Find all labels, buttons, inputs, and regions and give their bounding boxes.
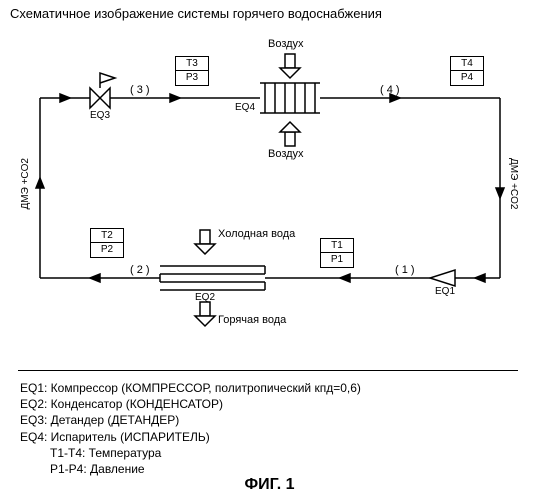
sensor-p1: P1 bbox=[321, 253, 353, 267]
legend-eq3: EQ3: Детандер (ДЕТАНДЕР) bbox=[20, 412, 361, 428]
sensor-t3: T3 bbox=[176, 57, 208, 71]
diagram-title: Схематичное изображение системы горячего… bbox=[10, 6, 382, 21]
segment-2-label: ( 2 ) bbox=[130, 264, 150, 276]
legend-temp: T1-T4: Температура bbox=[20, 445, 361, 461]
sensor-p4: P4 bbox=[451, 71, 483, 85]
sensor-t2: T2 bbox=[91, 229, 123, 243]
segment-4-label: ( 4 ) bbox=[380, 84, 400, 96]
sensor-t1-p1: T1 P1 bbox=[320, 238, 354, 268]
legend-eq1: EQ1: Компрессор (КОМПРЕССОР, политропиче… bbox=[20, 380, 361, 396]
air-top-label: Воздух bbox=[268, 38, 304, 50]
diagram-canvas: T3 P3 T4 P4 T2 P2 T1 P1 ( 3 ) ( 4 ) ( 1 … bbox=[0, 28, 539, 338]
legend-block: EQ1: Компрессор (КОМПРЕССОР, политропиче… bbox=[20, 380, 361, 477]
cold-water-label: Холодная вода bbox=[218, 228, 295, 240]
eq4-label: EQ4 bbox=[235, 102, 255, 113]
eq3-label: EQ3 bbox=[90, 110, 110, 121]
legend-press: P1-P4: Давление bbox=[20, 461, 361, 477]
segment-3-label: ( 3 ) bbox=[130, 84, 150, 96]
sensor-t4-p4: T4 P4 bbox=[450, 56, 484, 86]
segment-1-label: ( 1 ) bbox=[395, 264, 415, 276]
side-right-label: ДМЭ +CO2 bbox=[508, 158, 519, 209]
air-bottom-label: Воздух bbox=[268, 148, 304, 160]
sensor-p2: P2 bbox=[91, 243, 123, 257]
eq2-label: EQ2 bbox=[195, 292, 215, 303]
side-left-label: ДМЭ +CO2 bbox=[20, 158, 31, 209]
sensor-p3: P3 bbox=[176, 71, 208, 85]
figure-number: ФИГ. 1 bbox=[0, 476, 539, 494]
eq1-label: EQ1 bbox=[435, 286, 455, 297]
sensor-t3-p3: T3 P3 bbox=[175, 56, 209, 86]
legend-eq2: EQ2: Конденсатор (КОНДЕНСАТОР) bbox=[20, 396, 361, 412]
sensor-t4: T4 bbox=[451, 57, 483, 71]
sensor-t1: T1 bbox=[321, 239, 353, 253]
sensor-t2-p2: T2 P2 bbox=[90, 228, 124, 258]
legend-separator bbox=[18, 370, 518, 371]
legend-eq4: EQ4: Испаритель (ИСПАРИТЕЛЬ) bbox=[20, 429, 361, 445]
hot-water-label: Горячая вода bbox=[218, 314, 286, 326]
